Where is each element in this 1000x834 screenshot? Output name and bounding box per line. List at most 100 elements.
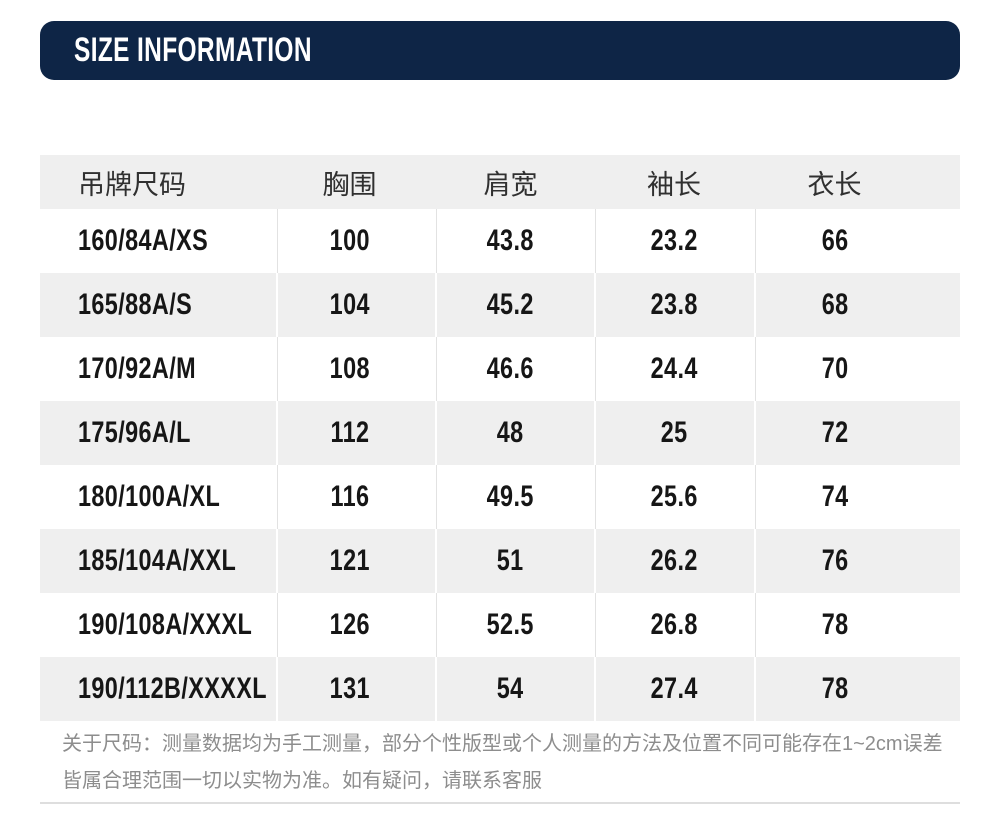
measurement-value: 48 <box>497 416 524 449</box>
measurement-value: 108 <box>329 352 370 385</box>
measurement-cell: 52.5 <box>435 593 595 657</box>
column-header-shoulder: 肩宽 <box>483 169 538 200</box>
measurement-cell: 27.4 <box>594 657 755 721</box>
measurement-cell: 104 <box>276 273 436 337</box>
size-note-line1: 关于尺码：测量数据均为手工测量，部分个性版型或个人测量的方法及位置不同可能存在1… <box>62 733 943 755</box>
measurement-value: 112 <box>330 416 369 449</box>
measurement-value: 68 <box>821 288 849 321</box>
size-label: 160/84A/XS <box>78 224 209 257</box>
size-note: 关于尺码：测量数据均为手工测量，部分个性版型或个人测量的方法及位置不同可能存在1… <box>62 726 962 800</box>
measurement-cell: 51 <box>435 529 595 593</box>
measurement-cell: 24.4 <box>594 337 755 401</box>
measurement-cell: 48 <box>435 401 595 465</box>
measurement-cell: 25 <box>594 401 755 465</box>
measurement-value: 76 <box>821 544 849 577</box>
measurement-cell: 54 <box>435 657 595 721</box>
size-label: 190/108A/XXXL <box>78 608 253 641</box>
measurement-value: 78 <box>821 672 849 705</box>
table-row: 190/108A/XXXL 126 52.5 26.8 78 <box>40 593 960 657</box>
size-label: 175/96A/L <box>78 416 191 449</box>
measurement-cell: 26.2 <box>594 529 755 593</box>
measurement-cell: 74 <box>754 465 960 529</box>
measurement-value: 26.2 <box>650 544 698 577</box>
measurement-cell: 121 <box>276 529 436 593</box>
measurement-value: 52.5 <box>486 608 535 641</box>
measurement-value: 24.4 <box>650 352 698 385</box>
measurement-value: 54 <box>497 672 524 705</box>
measurement-value: 46.6 <box>486 352 535 385</box>
size-label-cell: 190/112B/XXXXL <box>40 657 277 721</box>
measurement-cell: 78 <box>754 657 960 721</box>
measurement-value: 25 <box>660 416 688 449</box>
table-header-row: 吊牌尺码 胸围 肩宽 袖长 衣长 <box>40 155 960 209</box>
table-row: 160/84A/XS 100 43.8 23.2 66 <box>40 209 960 273</box>
measurement-cell: 45.2 <box>435 273 595 337</box>
measurement-cell: 23.8 <box>594 273 755 337</box>
measurement-cell: 23.2 <box>594 209 755 273</box>
table-row: 165/88A/S 104 45.2 23.8 68 <box>40 273 960 337</box>
measurement-cell: 112 <box>276 401 436 465</box>
size-label: 190/112B/XXXXL <box>78 672 267 705</box>
size-label-cell: 170/92A/M <box>40 337 277 401</box>
size-label: 165/88A/S <box>78 288 193 321</box>
measurement-cell: 70 <box>754 337 960 401</box>
size-label-cell: 160/84A/XS <box>40 209 277 273</box>
measurement-value: 121 <box>329 544 370 577</box>
measurement-value: 49.5 <box>486 480 535 513</box>
measurement-cell: 43.8 <box>435 209 595 273</box>
measurement-value: 23.2 <box>650 224 698 257</box>
size-table: 吊牌尺码 胸围 肩宽 袖长 衣长 160/84A/XS 100 43.8 23.2 66… <box>40 155 960 721</box>
measurement-value: 26.8 <box>650 608 698 641</box>
measurement-cell: 116 <box>276 465 436 529</box>
measurement-value: 23.8 <box>650 288 698 321</box>
table-row: 185/104A/XXL 121 51 26.2 76 <box>40 529 960 593</box>
column-header-garment-length: 衣长 <box>807 169 862 200</box>
measurement-value: 131 <box>329 672 370 705</box>
table-row: 170/92A/M 108 46.6 24.4 70 <box>40 337 960 401</box>
measurement-cell: 126 <box>276 593 436 657</box>
size-table-body: 160/84A/XS 100 43.8 23.2 66 165/88A/S 104 45.2 2… <box>40 209 960 721</box>
measurement-value: 25.6 <box>650 480 698 513</box>
measurement-cell: 100 <box>276 209 436 273</box>
measurement-cell: 66 <box>754 209 960 273</box>
size-label-cell: 180/100A/XL <box>40 465 277 529</box>
size-label-cell: 175/96A/L <box>40 401 277 465</box>
table-row: 180/100A/XL 116 49.5 25.6 74 <box>40 465 960 529</box>
measurement-value: 104 <box>329 288 370 321</box>
measurement-value: 43.8 <box>486 224 535 257</box>
column-header-sleeve: 袖长 <box>647 169 701 200</box>
size-label-cell: 165/88A/S <box>40 273 277 337</box>
measurement-cell: 72 <box>754 401 960 465</box>
measurement-cell: 49.5 <box>435 465 595 529</box>
size-label-cell: 190/108A/XXXL <box>40 593 277 657</box>
measurement-value: 126 <box>329 608 370 641</box>
column-header-tag-size: 吊牌尺码 <box>78 169 186 200</box>
size-note-line2: 皆属合理范围一切以实物为准。如有疑问，请联系客服 <box>62 770 542 792</box>
measurement-value: 51 <box>497 544 524 577</box>
measurement-cell: 25.6 <box>594 465 755 529</box>
measurement-value: 27.4 <box>650 672 698 705</box>
size-label: 180/100A/XL <box>78 480 221 513</box>
measurement-value: 100 <box>329 224 370 257</box>
measurement-cell: 78 <box>754 593 960 657</box>
measurement-value: 74 <box>821 480 849 513</box>
section-header-bar: SIZE INFORMATION <box>40 21 960 80</box>
measurement-value: 78 <box>821 608 849 641</box>
measurement-cell: 131 <box>276 657 436 721</box>
measurement-value: 72 <box>821 416 849 449</box>
measurement-value: 66 <box>821 224 849 257</box>
measurement-cell: 108 <box>276 337 436 401</box>
measurement-cell: 46.6 <box>435 337 595 401</box>
measurement-cell: 26.8 <box>594 593 755 657</box>
measurement-cell: 68 <box>754 273 960 337</box>
size-label-cell: 185/104A/XXL <box>40 529 277 593</box>
bottom-divider <box>40 802 960 804</box>
measurement-cell: 76 <box>754 529 960 593</box>
size-label: 170/92A/M <box>78 352 196 385</box>
size-label: 185/104A/XXL <box>78 544 237 577</box>
section-title: SIZE INFORMATION <box>74 31 312 69</box>
column-header-chest: 胸围 <box>322 169 377 200</box>
table-row: 190/112B/XXXXL 131 54 27.4 78 <box>40 657 960 721</box>
measurement-value: 45.2 <box>486 288 535 321</box>
